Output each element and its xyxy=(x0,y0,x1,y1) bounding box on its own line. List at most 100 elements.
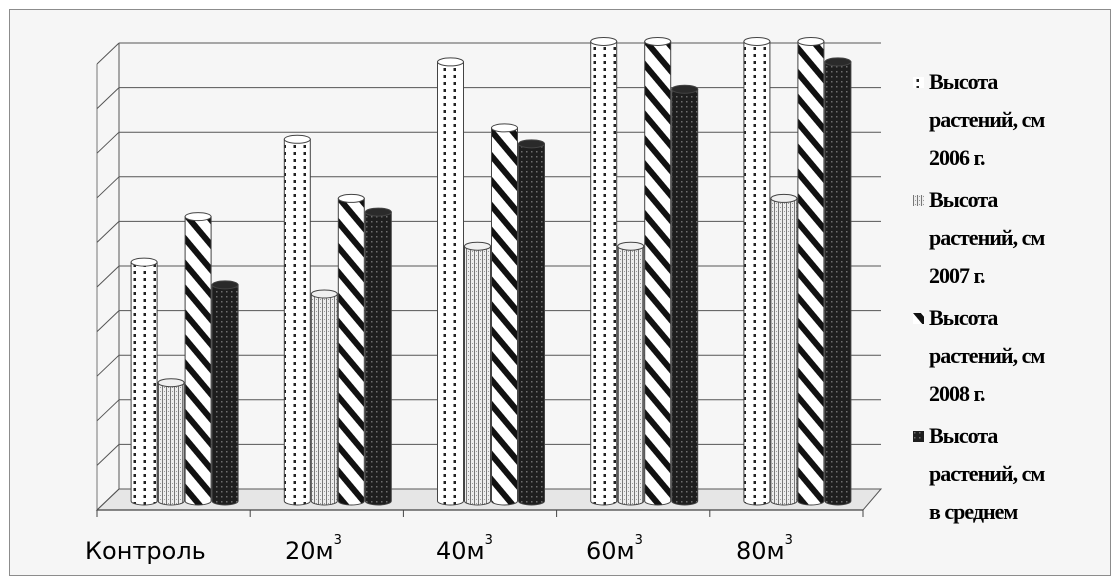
legend-label-line: Высота xyxy=(929,187,998,212)
bar-cap xyxy=(364,207,392,217)
bar-body xyxy=(518,143,545,506)
legend-item: Высота растений, см 2006 г. xyxy=(913,63,1113,181)
category-label: Контроль xyxy=(85,537,206,565)
bar-body xyxy=(491,127,518,506)
chart-frame: Высота растений, см 2006 г. Высота растений,… xyxy=(9,9,1113,583)
category-label-text: 20м xyxy=(285,537,334,565)
bar-cap xyxy=(824,57,852,67)
bar xyxy=(184,212,212,506)
bar-cap xyxy=(590,36,618,46)
legend: Высота растений, см 2006 г. Высота растений,… xyxy=(913,63,1113,535)
bar-body xyxy=(437,61,464,506)
legend-label-line: Высота xyxy=(929,69,998,94)
category-label-sup: 3 xyxy=(484,533,493,548)
bar xyxy=(337,193,365,506)
legend-swatch xyxy=(913,313,924,324)
bar-body xyxy=(671,88,699,506)
legend-item: Высота растений, см 2007 г. xyxy=(913,181,1113,299)
gridline-side xyxy=(96,265,120,288)
legend-label-line: в среднем xyxy=(929,499,1018,524)
bar-cap xyxy=(743,36,771,46)
legend-label-line: 2008 г. xyxy=(929,381,986,406)
minus-mark xyxy=(57,577,83,583)
bar xyxy=(211,280,239,506)
legend-swatch xyxy=(913,77,924,88)
bar-body xyxy=(797,40,825,506)
bar xyxy=(824,57,852,506)
bar-cap xyxy=(283,134,311,144)
category-label-sup: 3 xyxy=(784,533,793,548)
bar-body xyxy=(590,40,618,506)
bar-cap xyxy=(130,257,158,267)
bar-cap xyxy=(310,289,338,299)
gridline-side xyxy=(96,488,120,511)
gridline-side xyxy=(96,310,120,332)
category-label-sup: 3 xyxy=(333,533,342,548)
gridline-side xyxy=(96,42,120,65)
category-label-text: 40м xyxy=(436,537,485,565)
bar-body xyxy=(644,40,672,506)
legend-label: Высота растений, см 2006 г. xyxy=(929,63,1109,177)
bar-cap xyxy=(518,139,545,149)
bar xyxy=(770,193,798,506)
bar xyxy=(364,207,392,506)
legend-label-line: 2006 г. xyxy=(929,145,986,170)
bar-body xyxy=(283,138,311,506)
bar-cap xyxy=(770,193,798,203)
gridline-side xyxy=(96,131,120,154)
legend-label-line: растений, см xyxy=(929,107,1045,132)
bar-body xyxy=(211,284,239,506)
legend-label: Высота растений, см 2007 г. xyxy=(929,181,1109,295)
bar-body xyxy=(184,216,212,506)
legend-swatch-fill xyxy=(913,195,924,206)
category-label-text: Контроль xyxy=(85,537,206,565)
gridline-side xyxy=(96,87,120,109)
bar xyxy=(283,134,311,506)
bars xyxy=(130,36,852,506)
category-label-sup: 3 xyxy=(634,533,643,548)
bar-cap xyxy=(464,241,491,251)
category-label: 20м3 xyxy=(285,533,342,565)
gridline-side xyxy=(96,221,120,243)
legend-swatch-fill xyxy=(913,313,924,324)
bar-cap xyxy=(797,36,825,46)
bar xyxy=(797,36,825,506)
legend-label: Высота растений, см 2008 г. xyxy=(929,299,1109,413)
legend-label-line: растений, см xyxy=(929,461,1045,486)
bar xyxy=(310,289,338,506)
legend-label-line: растений, см xyxy=(929,225,1045,250)
legend-item: Высота растений, см 2008 г. xyxy=(913,299,1113,417)
legend-swatch xyxy=(913,195,924,206)
bar xyxy=(644,36,672,506)
bar-body xyxy=(464,245,491,506)
legend-label: Высота растений, см в среднем xyxy=(929,417,1109,531)
category-label-text: 60м xyxy=(586,537,635,565)
bar-body xyxy=(337,197,365,506)
bar xyxy=(671,84,699,506)
bar-cap xyxy=(617,241,645,251)
bar-cap xyxy=(644,36,672,46)
bar-body xyxy=(770,197,798,506)
legend-swatch-fill xyxy=(913,77,924,88)
category-label: 60м3 xyxy=(586,533,643,565)
bar xyxy=(491,123,518,506)
bar-body xyxy=(364,211,392,506)
legend-label-line: Высота xyxy=(929,305,998,330)
legend-swatch-fill xyxy=(913,431,924,442)
bar xyxy=(518,139,545,506)
legend-label-line: 2007 г. xyxy=(929,263,986,288)
bar-cap xyxy=(671,84,699,94)
bar-cap xyxy=(437,57,464,67)
plot-area xyxy=(95,36,883,517)
bar xyxy=(590,36,618,506)
bar-cap xyxy=(211,280,239,290)
gridline-side xyxy=(96,354,120,377)
bar-cap xyxy=(184,212,212,222)
category-label-text: 80м xyxy=(736,537,785,565)
legend-label-line: Высота xyxy=(929,423,998,448)
bar xyxy=(743,36,771,506)
bar xyxy=(464,241,491,506)
bar xyxy=(130,257,158,506)
category-label: 40м3 xyxy=(436,533,493,565)
category-label: 80м3 xyxy=(736,533,793,565)
